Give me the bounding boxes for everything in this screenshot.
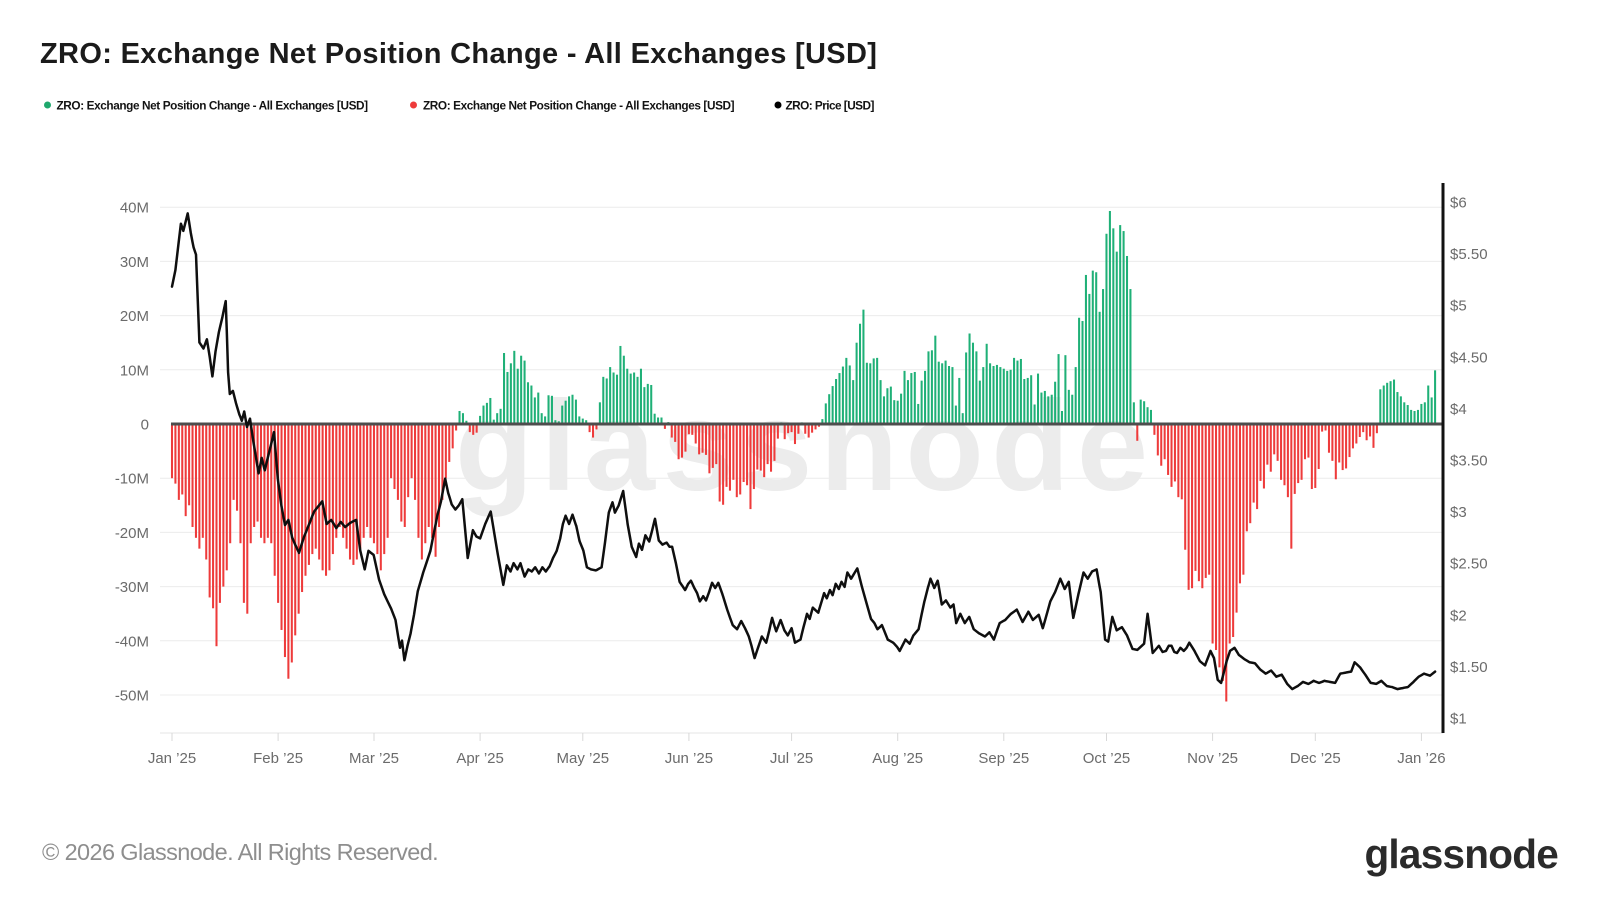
svg-text:$6: $6 [1450, 195, 1467, 212]
svg-text:Jun ’25: Jun ’25 [665, 750, 713, 767]
svg-text:0: 0 [141, 417, 149, 434]
svg-text:Aug ’25: Aug ’25 [872, 750, 923, 767]
svg-text:glassnode: glassnode [1364, 831, 1558, 877]
svg-text:$2.50: $2.50 [1450, 556, 1488, 573]
svg-text:Jan ’26: Jan ’26 [1397, 750, 1445, 767]
svg-text:Feb ’25: Feb ’25 [253, 750, 303, 767]
svg-text:ZRO: Exchange Net Position Cha: ZRO: Exchange Net Position Change - All … [57, 99, 369, 113]
svg-text:$4: $4 [1450, 401, 1467, 418]
svg-text:-20M: -20M [115, 525, 149, 542]
svg-text:$2: $2 [1450, 607, 1467, 624]
svg-text:$5.50: $5.50 [1450, 246, 1488, 263]
svg-text:Dec ’25: Dec ’25 [1290, 750, 1341, 767]
svg-text:$4.50: $4.50 [1450, 349, 1488, 366]
svg-text:© 2026 Glassnode. All Rights R: © 2026 Glassnode. All Rights Reserved. [42, 839, 438, 865]
svg-text:-40M: -40M [115, 633, 149, 650]
svg-text:May ’25: May ’25 [557, 750, 610, 767]
svg-text:Apr ’25: Apr ’25 [456, 750, 504, 767]
svg-text:ZRO: Price [USD]: ZRO: Price [USD] [786, 99, 875, 113]
svg-text:-50M: -50M [115, 688, 149, 705]
svg-text:ZRO: Exchange Net Position Cha: ZRO: Exchange Net Position Change - All … [40, 38, 877, 70]
svg-text:$1: $1 [1450, 711, 1467, 728]
svg-text:Nov ’25: Nov ’25 [1187, 750, 1238, 767]
svg-text:-30M: -30M [115, 579, 149, 596]
svg-text:Mar ’25: Mar ’25 [349, 750, 399, 767]
svg-text:20M: 20M [120, 308, 149, 325]
svg-text:$3.50: $3.50 [1450, 453, 1488, 470]
svg-text:Jul ’25: Jul ’25 [770, 750, 813, 767]
svg-text:Jan ’25: Jan ’25 [148, 750, 196, 767]
svg-text:Oct ’25: Oct ’25 [1083, 750, 1131, 767]
svg-text:40M: 40M [120, 200, 149, 217]
svg-text:glassnode: glassnode [455, 375, 1156, 518]
svg-text:$3: $3 [1450, 504, 1467, 521]
svg-text:Sep ’25: Sep ’25 [978, 750, 1029, 767]
svg-text:$1.50: $1.50 [1450, 659, 1488, 676]
svg-text:$5: $5 [1450, 298, 1467, 315]
svg-text:30M: 30M [120, 254, 149, 271]
svg-text:ZRO: Exchange Net Position Cha: ZRO: Exchange Net Position Change - All … [423, 99, 735, 113]
svg-text:-10M: -10M [115, 471, 149, 488]
svg-text:10M: 10M [120, 362, 149, 379]
